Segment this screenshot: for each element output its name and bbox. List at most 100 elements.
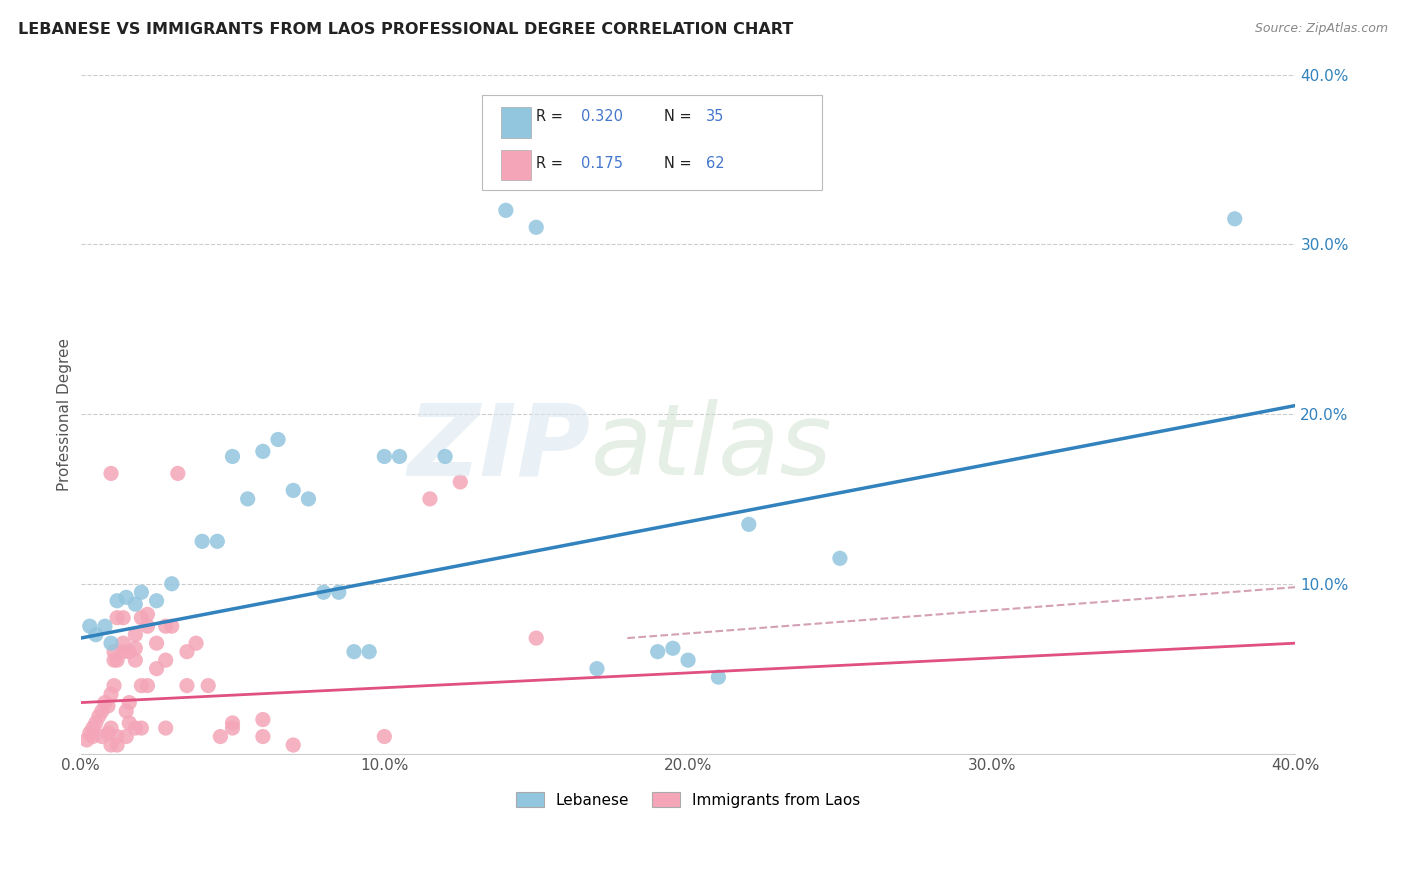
Point bbox=[105, 738, 128, 752]
Point bbox=[160, 576, 183, 591]
Point bbox=[449, 475, 471, 489]
Point bbox=[84, 628, 107, 642]
Point bbox=[828, 551, 851, 566]
Text: Source: ZipAtlas.com: Source: ZipAtlas.com bbox=[1254, 22, 1388, 36]
Point bbox=[136, 607, 159, 622]
Bar bbox=[501, 150, 531, 180]
Point bbox=[118, 696, 141, 710]
Point bbox=[197, 679, 219, 693]
Point bbox=[112, 636, 135, 650]
Point bbox=[388, 450, 411, 464]
Point bbox=[373, 450, 395, 464]
Point bbox=[155, 653, 177, 667]
Point bbox=[131, 611, 153, 625]
Point bbox=[252, 444, 274, 458]
Point bbox=[105, 730, 128, 744]
Point bbox=[209, 730, 232, 744]
Text: 0.320: 0.320 bbox=[581, 109, 623, 124]
Point bbox=[136, 619, 159, 633]
Point bbox=[103, 645, 125, 659]
Bar bbox=[501, 107, 531, 137]
Point bbox=[131, 721, 153, 735]
Text: 35: 35 bbox=[706, 109, 724, 124]
Point bbox=[97, 698, 120, 713]
Text: LEBANESE VS IMMIGRANTS FROM LAOS PROFESSIONAL DEGREE CORRELATION CHART: LEBANESE VS IMMIGRANTS FROM LAOS PROFESS… bbox=[18, 22, 793, 37]
Text: R =: R = bbox=[536, 156, 568, 171]
Point bbox=[94, 619, 117, 633]
Point bbox=[90, 704, 112, 718]
Point bbox=[191, 534, 214, 549]
Point bbox=[647, 645, 669, 659]
Point bbox=[87, 709, 110, 723]
Point bbox=[112, 611, 135, 625]
Point bbox=[495, 203, 517, 218]
Text: 0.175: 0.175 bbox=[581, 156, 623, 171]
Point bbox=[100, 738, 122, 752]
Point bbox=[145, 593, 167, 607]
Point bbox=[155, 619, 177, 633]
Point bbox=[283, 738, 305, 752]
Point bbox=[359, 645, 381, 659]
Point bbox=[100, 636, 122, 650]
Point bbox=[312, 585, 335, 599]
Text: N =: N = bbox=[664, 156, 696, 171]
Point bbox=[586, 662, 609, 676]
Point bbox=[94, 696, 117, 710]
Point bbox=[79, 619, 101, 633]
Text: 62: 62 bbox=[706, 156, 725, 171]
FancyBboxPatch shape bbox=[481, 95, 821, 190]
Point bbox=[103, 653, 125, 667]
Point bbox=[105, 611, 128, 625]
Point bbox=[76, 733, 98, 747]
Point bbox=[434, 450, 457, 464]
Point bbox=[79, 726, 101, 740]
Point bbox=[124, 653, 146, 667]
Legend: Lebanese, Immigrants from Laos: Lebanese, Immigrants from Laos bbox=[510, 786, 866, 814]
Point bbox=[100, 467, 122, 481]
Point bbox=[145, 662, 167, 676]
Point bbox=[524, 220, 547, 235]
Point bbox=[82, 730, 104, 744]
Point bbox=[118, 645, 141, 659]
Point bbox=[236, 491, 259, 506]
Point bbox=[131, 679, 153, 693]
Point bbox=[738, 517, 761, 532]
Text: ZIP: ZIP bbox=[408, 400, 591, 497]
Point bbox=[105, 653, 128, 667]
Point bbox=[283, 483, 305, 498]
Point bbox=[100, 721, 122, 735]
Point bbox=[90, 730, 112, 744]
Point bbox=[145, 636, 167, 650]
Point bbox=[124, 628, 146, 642]
Point bbox=[84, 715, 107, 730]
Point bbox=[124, 721, 146, 735]
Point bbox=[155, 721, 177, 735]
Point bbox=[207, 534, 229, 549]
Y-axis label: Professional Degree: Professional Degree bbox=[58, 337, 72, 491]
Point bbox=[124, 641, 146, 656]
Point bbox=[252, 730, 274, 744]
Point bbox=[82, 721, 104, 735]
Point bbox=[160, 619, 183, 633]
Point bbox=[267, 433, 290, 447]
Text: N =: N = bbox=[664, 109, 696, 124]
Point bbox=[419, 491, 441, 506]
Point bbox=[131, 585, 153, 599]
Point bbox=[100, 687, 122, 701]
Point bbox=[105, 593, 128, 607]
Point bbox=[328, 585, 350, 599]
Point bbox=[115, 591, 138, 605]
Point bbox=[373, 730, 395, 744]
Point bbox=[524, 631, 547, 645]
Text: atlas: atlas bbox=[591, 400, 832, 497]
Point bbox=[166, 467, 188, 481]
Point bbox=[252, 713, 274, 727]
Point bbox=[97, 726, 120, 740]
Point bbox=[184, 636, 207, 650]
Point bbox=[662, 641, 685, 656]
Point bbox=[176, 645, 198, 659]
Point bbox=[136, 679, 159, 693]
Point bbox=[707, 670, 730, 684]
Point bbox=[118, 715, 141, 730]
Point bbox=[124, 597, 146, 611]
